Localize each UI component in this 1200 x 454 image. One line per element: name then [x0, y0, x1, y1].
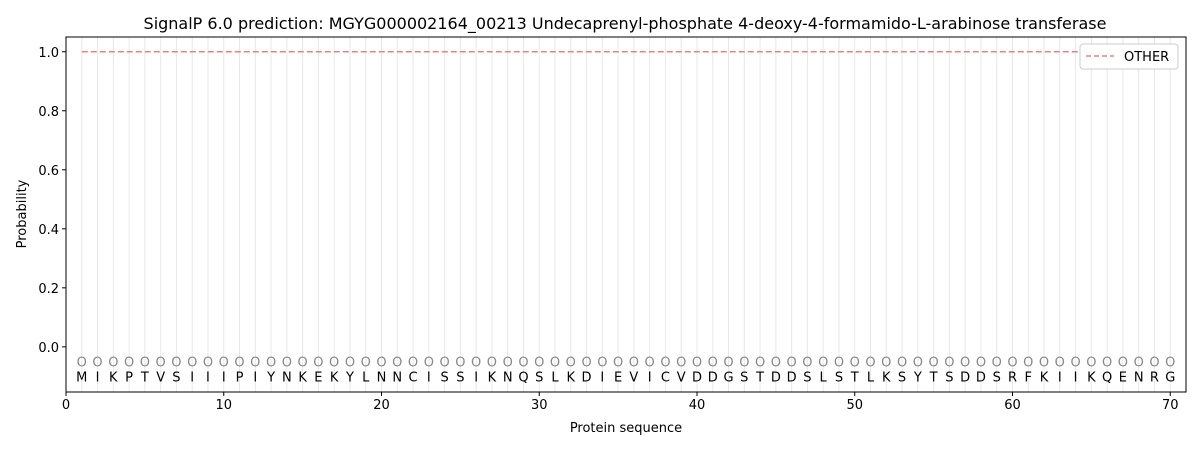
y-tick-label: 0.2 — [38, 282, 59, 297]
axes-frame — [65, 36, 1187, 393]
y-tick-label: 1.0 — [38, 46, 59, 61]
x-tick-label: 70 — [1162, 398, 1179, 413]
x-tick-label: 50 — [846, 398, 863, 413]
x-tick-label: 10 — [215, 398, 232, 413]
x-axis-label: Protein sequence — [570, 421, 682, 436]
sequence-residues: MIKPTVSIIIPIYNKEKYLNNCISSIKNQSLKDIEVICVD… — [76, 370, 1175, 385]
x-tick-label: 40 — [689, 398, 706, 413]
x-tick-label: 30 — [531, 398, 548, 413]
legend: OTHER — [1079, 43, 1179, 70]
x-tick-label: 20 — [373, 398, 390, 413]
legend-label-other: OTHER — [1124, 50, 1169, 65]
x-tick-label: 0 — [62, 398, 70, 413]
x-tick-label: 60 — [1004, 398, 1021, 413]
predicted-labels: OOOOOOOOOOOOOOOOOOOOOOOOOOOOOOOOOOOOOOOO… — [77, 356, 1176, 371]
y-tick-label: 0.0 — [38, 341, 59, 356]
y-tick-label: 0.6 — [38, 164, 59, 179]
y-tick-label: 0.4 — [38, 223, 59, 238]
chart-title: SignalP 6.0 prediction: MGYG000002164_00… — [144, 14, 1107, 34]
y-tick-label: 0.8 — [38, 105, 59, 120]
y-axis-label: Probability — [15, 179, 30, 248]
